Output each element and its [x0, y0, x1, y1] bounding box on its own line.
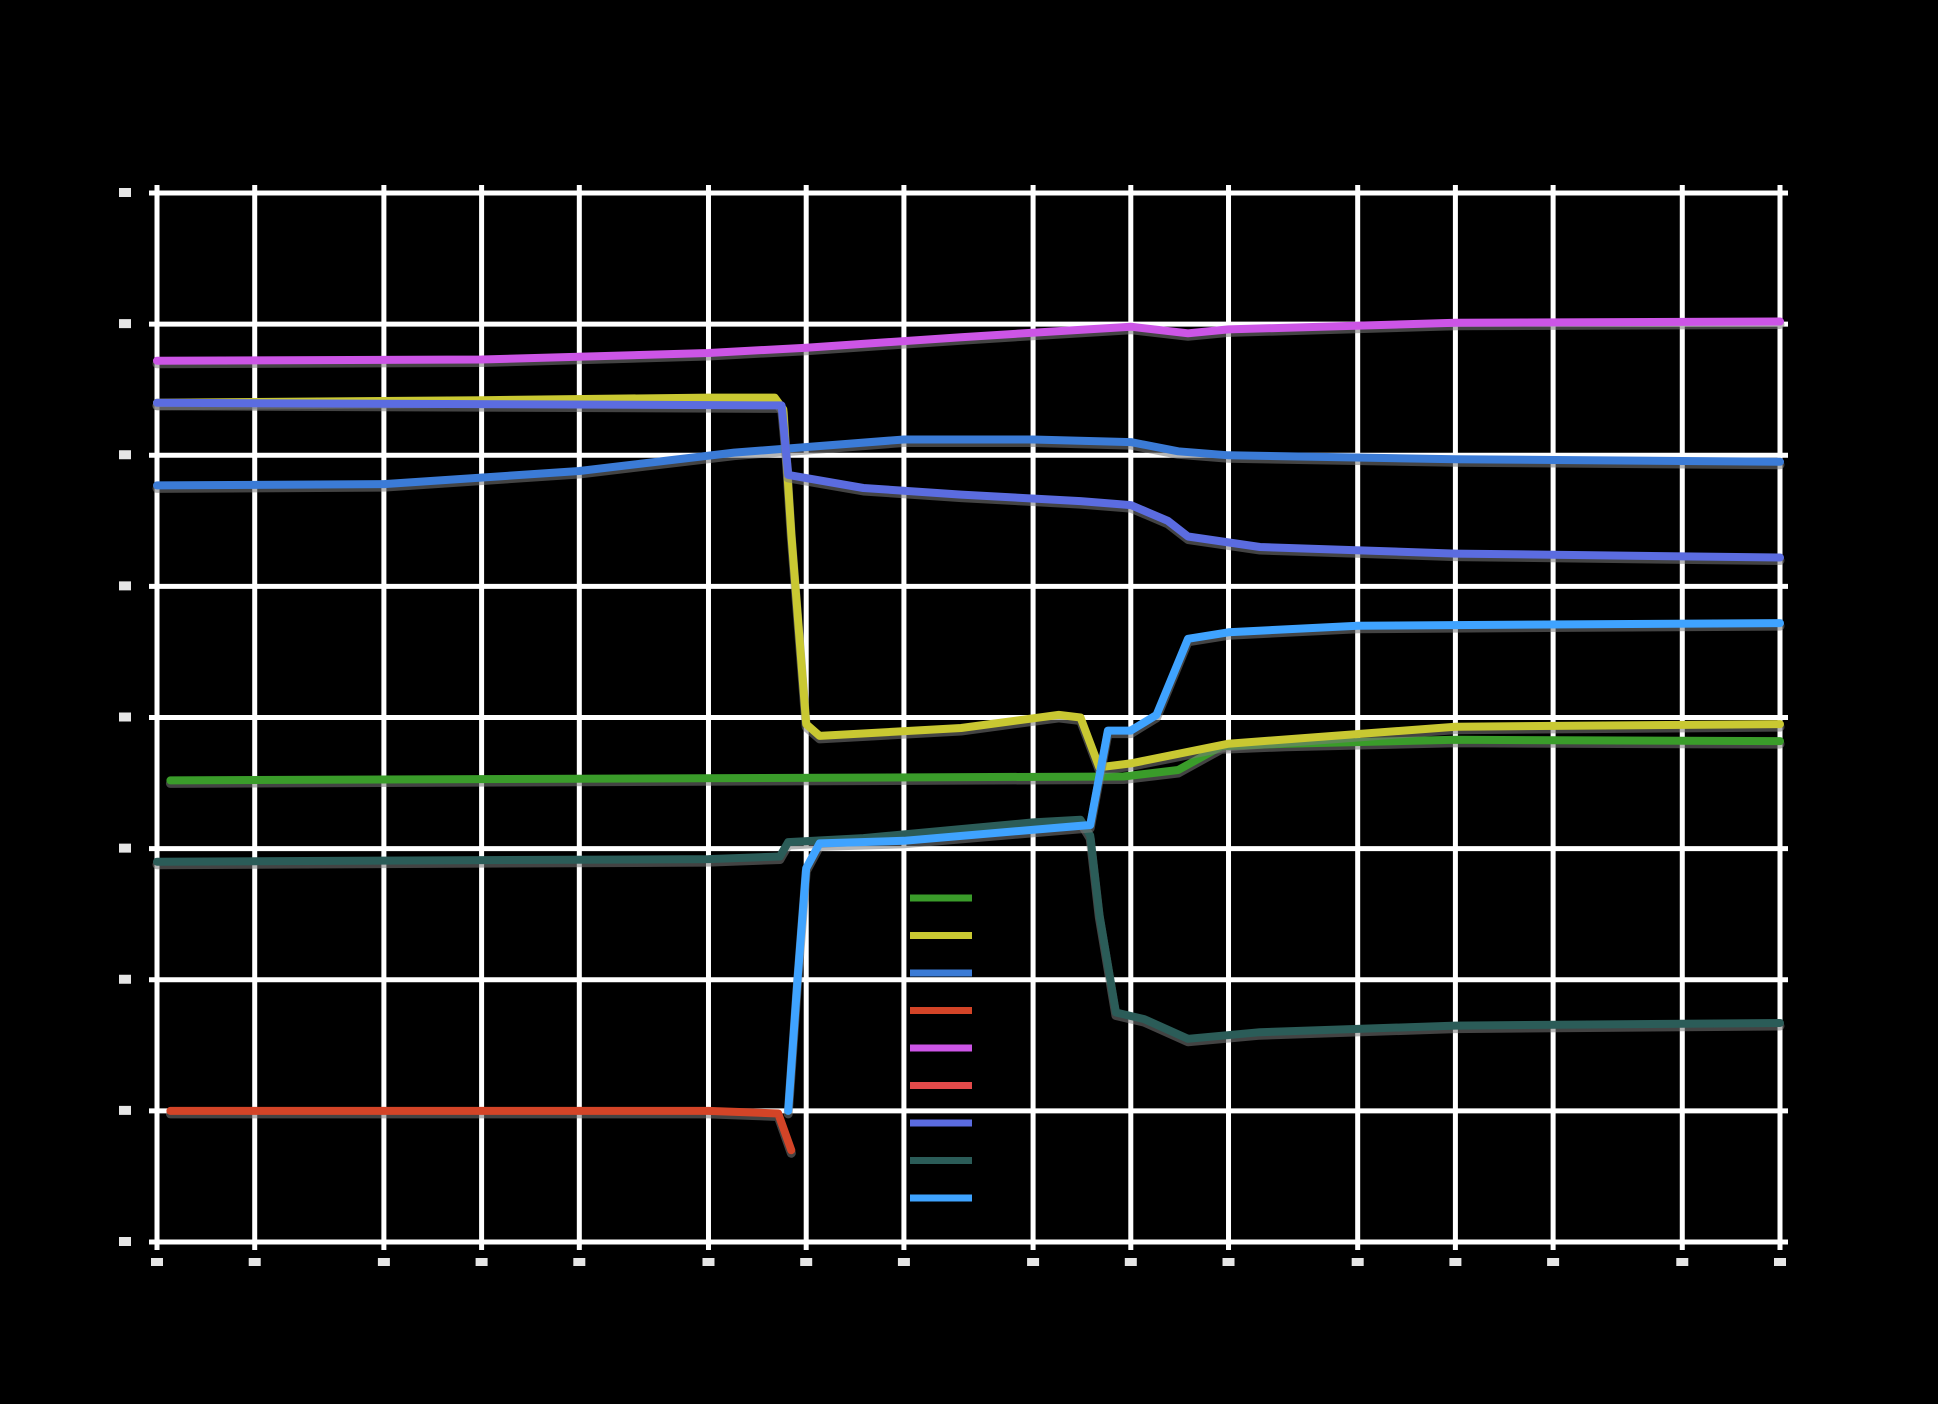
x-tick-mark: [248, 1258, 261, 1266]
x-tick-mark: [1547, 1258, 1560, 1266]
y-tick-mark: [119, 712, 131, 722]
series-line: [153, 393, 1784, 772]
x-tick-mark: [151, 1258, 163, 1266]
series-line: [166, 1106, 796, 1155]
series-line: [153, 815, 1784, 1043]
series-line: [153, 317, 1784, 365]
series-line: [153, 435, 1784, 490]
x-tick-mark: [573, 1258, 586, 1266]
series-line: [153, 398, 1784, 562]
x-tick-mark: [1222, 1258, 1235, 1266]
x-tick-mark: [1027, 1258, 1040, 1266]
series-lines: [152, 317, 1785, 1158]
y-tick-mark: [119, 1105, 131, 1115]
y-tick-mark: [119, 974, 131, 984]
y-tick-mark: [119, 1237, 131, 1246]
y-tick-mark: [119, 319, 131, 329]
y-tick-mark: [119, 188, 131, 197]
x-tick-mark: [897, 1258, 910, 1266]
y-tick-mark: [119, 843, 131, 853]
x-tick-mark: [800, 1258, 813, 1266]
x-tick-mark: [702, 1258, 715, 1266]
x-tick-mark: [1676, 1258, 1689, 1266]
y-tick-mark: [119, 581, 131, 591]
x-tick-mark: [1124, 1258, 1137, 1266]
x-tick-mark: [1449, 1258, 1462, 1266]
y-tick-mark: [119, 450, 131, 460]
x-tick-mark: [1774, 1258, 1786, 1266]
x-tick-mark: [377, 1258, 390, 1266]
x-tick-mark: [1351, 1258, 1364, 1266]
series-line: [784, 619, 1784, 1115]
x-tick-mark: [475, 1258, 488, 1266]
legend: [910, 894, 972, 1202]
